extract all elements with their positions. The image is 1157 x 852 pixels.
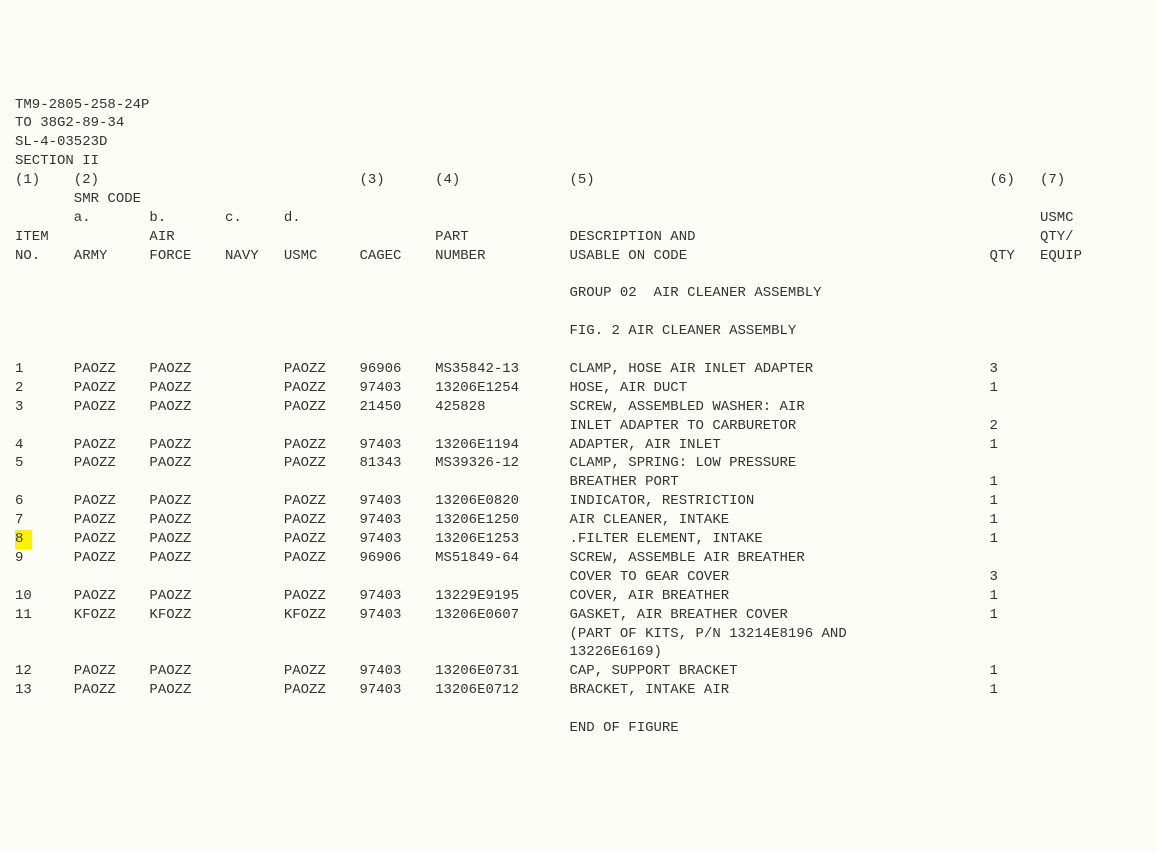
header-row-1: ITEM AIR PART DESCRIPTION AND QTY/ [15,229,1074,245]
document-root: TM9-2805-258-24P TO 38G2-89-34 SL-4-0352… [15,96,1142,738]
end-of-figure: END OF FIGURE [15,720,679,736]
table-row: 3 PAOZZ PAOZZ PAOZZ 21450 425828 SCREW, … [15,399,990,415]
group-title: GROUP 02 AIR CLEANER ASSEMBLY [15,285,822,301]
header-row-2: NO. ARMY FORCE NAVY USMC CAGEC NUMBER US… [15,248,1082,264]
table-row: 1 PAOZZ PAOZZ PAOZZ 96906 MS35842-13 CLA… [15,361,998,377]
header-line: SECTION II [15,153,99,169]
table-row: 5 PAOZZ PAOZZ PAOZZ 81343 MS39326-12 CLA… [15,455,990,471]
table-row: 12 PAOZZ PAOZZ PAOZZ 97403 13206E0731 CA… [15,663,998,679]
table-row: 10 PAOZZ PAOZZ PAOZZ 97403 13229E9195 CO… [15,588,998,604]
table-row: (PART OF KITS, P/N 13214E8196 AND [15,626,990,642]
table-row: COVER TO GEAR COVER 3 [15,569,998,585]
table-row: 6 PAOZZ PAOZZ PAOZZ 97403 13206E0820 IND… [15,493,998,509]
header-line: SL-4-03523D [15,134,107,150]
header-line: TO 38G2-89-34 [15,115,124,131]
table-row: 7 PAOZZ PAOZZ PAOZZ 97403 13206E1250 AIR… [15,512,998,528]
smr-label: SMR CODE [15,191,141,207]
table-row: BREATHER PORT 1 [15,474,998,490]
figure-title: FIG. 2 AIR CLEANER ASSEMBLY [15,323,796,339]
table-row: 13 PAOZZ PAOZZ PAOZZ 97403 13206E0712 BR… [15,682,998,698]
highlighted-item: 8 [15,530,32,549]
table-row: 2 PAOZZ PAOZZ PAOZZ 97403 13206E1254 HOS… [15,380,998,396]
col-numbers: (1) (2) (3) (4) (5) (6) (7) [15,172,1065,188]
table-row: 8 PAOZZ PAOZZ PAOZZ 97403 13206E1253 .FI… [15,531,998,547]
table-row: 4 PAOZZ PAOZZ PAOZZ 97403 13206E1194 ADA… [15,437,998,453]
header-line: TM9-2805-258-24P [15,97,149,113]
table-row: 13226E6169) [15,644,990,660]
table-row: 11 KFOZZ KFOZZ KFOZZ 97403 13206E0607 GA… [15,607,998,623]
table-row: 9 PAOZZ PAOZZ PAOZZ 96906 MS51849-64 SCR… [15,550,990,566]
table-row: INLET ADAPTER TO CARBURETOR 2 [15,418,998,434]
subcol-labels: a. b. c. d. USMC [15,210,1074,226]
